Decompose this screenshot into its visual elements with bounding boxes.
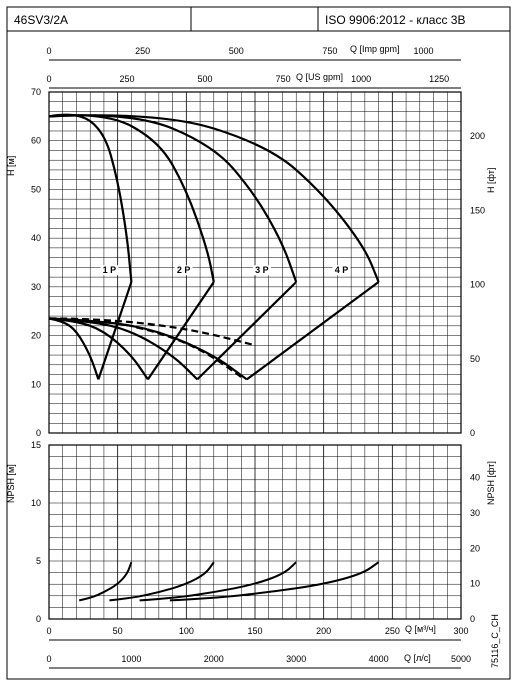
top-us-tick: 0 xyxy=(46,74,51,84)
h-tick: 20 xyxy=(31,331,41,341)
model-title: 46SV3/2A xyxy=(14,13,68,27)
q-m3h-tick: 300 xyxy=(453,626,468,636)
npsh-ft-tick: 0 xyxy=(470,614,475,624)
top-us-tick: 250 xyxy=(120,74,135,84)
h-axis-label: H [м] xyxy=(6,156,16,176)
head-curve-11 xyxy=(246,281,380,381)
q-m3h-tick: 50 xyxy=(113,626,123,636)
curve-label-1: 2 P xyxy=(177,265,191,275)
npsh-curve-3 xyxy=(169,561,380,602)
top-imp-tick: 500 xyxy=(229,46,244,56)
q-ls-tick: 0 xyxy=(46,654,51,664)
curve-label-bg xyxy=(252,265,271,276)
top-us-tick: 1000 xyxy=(351,74,371,84)
q-m3h-tick: 100 xyxy=(179,626,194,636)
head-curve-4 xyxy=(48,317,100,380)
q-m3h-tick: 250 xyxy=(385,626,400,636)
npsh-ft-tick: 30 xyxy=(470,508,480,518)
npsh-plot xyxy=(48,444,462,620)
q-m3h-axis-label: Q [м³/ч] xyxy=(405,624,436,634)
head-curve-5 xyxy=(97,281,133,380)
q-ls-axis-label: Q [л/с] xyxy=(404,653,431,663)
h-tick: 40 xyxy=(31,233,41,243)
top-us-tick: 1250 xyxy=(429,74,449,84)
top-us-tick: 750 xyxy=(276,74,291,84)
head-curve-2 xyxy=(48,114,298,283)
npsh-curve-1 xyxy=(109,561,215,602)
npsh-curve-2 xyxy=(139,561,297,602)
dashed-curve-1 xyxy=(48,317,256,347)
q-ls-tick: 3000 xyxy=(286,654,306,664)
curve-labels: 1 P 2 P 3 P 4 P xyxy=(100,265,351,276)
npsh-curve-0 xyxy=(78,561,133,602)
q-ls-tick: 5000 xyxy=(451,654,471,664)
npsh-curves xyxy=(78,561,380,602)
npsh-ft-tick: 40 xyxy=(470,473,480,483)
head-plot: 1 P 2 P 3 P 4 P xyxy=(48,91,462,434)
h-tick: 0 xyxy=(36,428,41,438)
q-m3h-tick: 150 xyxy=(247,626,262,636)
head-curve-10 xyxy=(48,317,248,381)
q-ls-tick: 2000 xyxy=(204,654,224,664)
npsh-tick: 5 xyxy=(36,556,41,566)
head-curve-0 xyxy=(48,113,133,283)
header: 46SV3/2A ISO 9906:2012 - класс 3B xyxy=(6,6,511,32)
npsh-axis-label: NPSH [м] xyxy=(6,464,16,503)
npsh-tick: 10 xyxy=(31,498,41,508)
h-ft-tick: 150 xyxy=(470,205,485,215)
h-ft-tick: 0 xyxy=(470,428,475,438)
top-imp-tick: 1000 xyxy=(414,46,434,56)
h-ft-tick: 200 xyxy=(470,131,485,141)
head-curve-9 xyxy=(196,281,297,381)
npsh-ft-axis-label: NPSH [фт] xyxy=(486,461,496,505)
head-curve-3 xyxy=(48,114,380,283)
h-ft-axis-label: H [фт] xyxy=(486,168,496,193)
curve-label-0: 1 P xyxy=(103,265,117,275)
top-imp-tick: 750 xyxy=(322,46,337,56)
q-ls-tick: 4000 xyxy=(369,654,389,664)
curve-label-3: 4 P xyxy=(335,265,349,275)
curve-label-bg xyxy=(174,265,193,276)
npsh-tick: 0 xyxy=(36,614,41,624)
h-ft-tick: 100 xyxy=(470,280,485,290)
q-ls-tick: 1000 xyxy=(121,654,141,664)
curve-label-2: 3 P xyxy=(255,265,269,275)
head-curve-1 xyxy=(48,114,215,283)
chart-frame xyxy=(6,30,511,680)
h-tick: 60 xyxy=(31,136,41,146)
top-us-axis-label: Q [US gpm] xyxy=(296,72,343,82)
head-curve-7 xyxy=(146,281,215,381)
h-ft-tick: 50 xyxy=(470,354,480,364)
curve-label-bg xyxy=(332,265,351,276)
h-tick: 30 xyxy=(31,282,41,292)
head-curves xyxy=(48,113,380,381)
q-m3h-tick: 200 xyxy=(316,626,331,636)
top-imp-tick: 250 xyxy=(135,46,150,56)
h-tick: 10 xyxy=(31,379,41,389)
standard-title: ISO 9906:2012 - класс 3B xyxy=(325,13,465,27)
h-tick: 50 xyxy=(31,184,41,194)
footnote: 75116_C_CH xyxy=(490,614,500,668)
top-imp-axis-label: Q [Imp gpm] xyxy=(350,44,400,54)
npsh-ft-tick: 20 xyxy=(470,543,480,553)
top-us-tick: 500 xyxy=(198,74,213,84)
q-m3h-tick: 0 xyxy=(46,626,51,636)
npsh-tick: 15 xyxy=(31,440,41,450)
head-curve-6 xyxy=(48,317,149,381)
dashed-curve-0 xyxy=(48,317,242,378)
curve-label-bg xyxy=(100,265,119,276)
npsh-ft-tick: 10 xyxy=(470,579,480,589)
h-tick: 70 xyxy=(31,87,41,97)
top-imp-tick: 0 xyxy=(46,46,51,56)
head-grid xyxy=(49,92,461,433)
